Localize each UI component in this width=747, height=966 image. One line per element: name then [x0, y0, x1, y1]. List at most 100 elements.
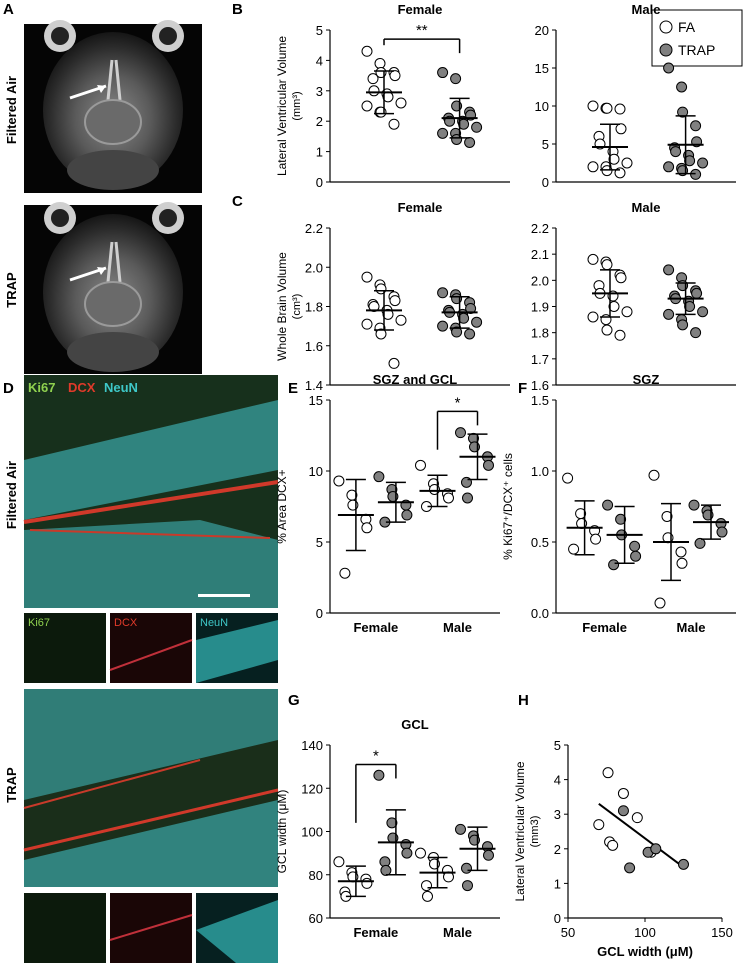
panel-b-letter: B: [232, 1, 243, 18]
chart-title: Female: [398, 200, 443, 215]
category-label: Male: [677, 620, 706, 635]
data-point: [690, 327, 702, 339]
data-point: [458, 118, 470, 130]
significance-label: *: [455, 394, 461, 411]
significance-label: *: [373, 747, 379, 764]
data-point: [697, 157, 709, 169]
data-point: [650, 843, 662, 855]
panel-g-letter: G: [288, 692, 300, 709]
data-point: [339, 567, 351, 579]
sub-dcx: DCX: [114, 617, 138, 629]
y-tick-label: 10: [309, 464, 323, 479]
data-point: [630, 550, 642, 562]
y-tick-label: 1.9: [531, 300, 549, 315]
data-point: [590, 533, 602, 545]
data-point: [690, 168, 702, 180]
y-axis-unit: (mm³): [291, 91, 303, 120]
x-tick-label: 100: [634, 925, 656, 940]
stain-legend: Ki67 DCX NeuN: [28, 380, 138, 395]
data-point: [568, 543, 580, 555]
data-point: [421, 880, 432, 892]
data-point: [615, 123, 627, 135]
x-axis-label: GCL width (μM): [597, 944, 693, 959]
category-label: Male: [443, 925, 472, 940]
stain-neun: NeuN: [104, 380, 138, 395]
mri-image-trap: [24, 202, 202, 374]
row-label-a-fa: Filtered Air: [4, 76, 19, 144]
data-point: [608, 153, 620, 165]
y-tick-label: 4: [316, 53, 323, 68]
y-tick-label: 0: [316, 175, 323, 190]
data-point: [437, 287, 449, 299]
y-tick-label: 5: [316, 23, 323, 38]
data-point: [676, 81, 688, 93]
data-point: [367, 73, 379, 85]
data-point: [624, 862, 636, 874]
data-point: [462, 492, 473, 504]
y-tick-label: 3: [554, 807, 561, 822]
y-tick-label: 2.2: [305, 221, 323, 236]
data-point: [587, 311, 599, 323]
data-point: [389, 295, 401, 307]
data-point: [593, 819, 605, 831]
data-point: [455, 823, 466, 835]
chart-e: 0 5 10 15 SGZ and GCL % Area DCX+ Female Male *: [275, 372, 500, 635]
micrograph-trap: [23, 689, 279, 887]
data-point: [694, 537, 706, 549]
data-point: [602, 767, 614, 779]
data-point: [697, 306, 709, 318]
chart-title: Male: [632, 2, 661, 17]
stain-ki67: Ki67: [28, 380, 55, 395]
data-point: [587, 161, 599, 173]
chart-title: GCL: [401, 717, 429, 732]
data-point: [401, 509, 413, 521]
data-point: [614, 103, 626, 115]
y-tick-label: 2: [316, 114, 323, 129]
y-tick-label: 1.6: [305, 339, 323, 354]
data-point: [361, 522, 373, 534]
data-point: [443, 492, 454, 504]
category-label: Female: [353, 620, 398, 635]
data-point: [688, 499, 700, 511]
chart-c1: 1.4 1.6 1.8 2.0 2.2 Female Whole Brain Volume(…: [275, 200, 510, 393]
chart-b1: 0 1 2 3 4 5 Female Lateral Ventricular Volume (m…: [275, 2, 510, 190]
data-point: [373, 769, 385, 781]
y-tick-label: 20: [535, 23, 549, 38]
data-point: [621, 306, 633, 318]
data-point: [483, 849, 494, 861]
legend-fa-marker: [659, 20, 673, 34]
panel-e-letter: E: [288, 380, 298, 397]
y-tick-label: 1.6: [531, 378, 549, 393]
y-axis-label: Whole Brain Volume: [275, 252, 289, 361]
y-axis-label: % Area DCX+: [275, 469, 289, 543]
data-point: [617, 787, 629, 799]
chart-h: 0 1 2 3 4 5 Lateral Ventricular Volume (mm3) 50 1…: [513, 738, 733, 959]
data-point: [663, 308, 675, 320]
data-point: [464, 136, 476, 148]
y-tick-label: 1.4: [305, 378, 323, 393]
data-point: [614, 329, 626, 341]
data-point: [677, 319, 689, 331]
category-label: Female: [353, 925, 398, 940]
data-point: [631, 812, 643, 824]
data-point: [386, 817, 398, 829]
y-axis-label: GCL width (μM): [275, 790, 289, 874]
y-tick-label: 80: [309, 868, 323, 883]
data-point: [395, 314, 407, 326]
sub-neun: NeuN: [200, 617, 228, 629]
y-tick-label: 15: [309, 393, 323, 408]
y-tick-label: 4: [554, 773, 561, 788]
chart-title: SGZ: [633, 372, 660, 387]
y-tick-label: 3: [316, 84, 323, 99]
data-point: [621, 157, 633, 169]
legend-fa-label: FA: [678, 19, 696, 35]
data-point: [380, 864, 392, 876]
chart-title: Female: [398, 2, 443, 17]
y-tick-label: 0: [542, 175, 549, 190]
y-tick-label: 60: [309, 911, 323, 926]
data-point: [608, 301, 620, 312]
y-tick-label: 1.5: [531, 393, 549, 408]
y-tick-label: 5: [554, 738, 561, 753]
data-point: [361, 877, 373, 889]
y-tick-label: 5: [542, 137, 549, 152]
